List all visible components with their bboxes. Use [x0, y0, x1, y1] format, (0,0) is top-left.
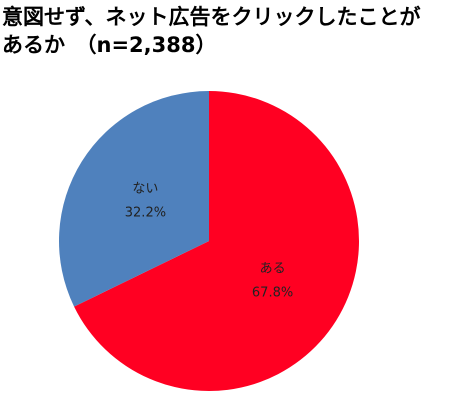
pie-slice: [58, 91, 209, 307]
slice-label: ある: [260, 261, 286, 276]
value-label: 32.2%: [125, 206, 166, 221]
value-label: 67.8%: [252, 285, 293, 300]
pie-slice: [74, 91, 359, 391]
slice-label: ない: [132, 182, 158, 197]
chart-title: 意図せず、ネット広告をクリックしたことが: [2, 5, 421, 29]
chart-title: あるか （n=2,388）: [2, 33, 216, 57]
